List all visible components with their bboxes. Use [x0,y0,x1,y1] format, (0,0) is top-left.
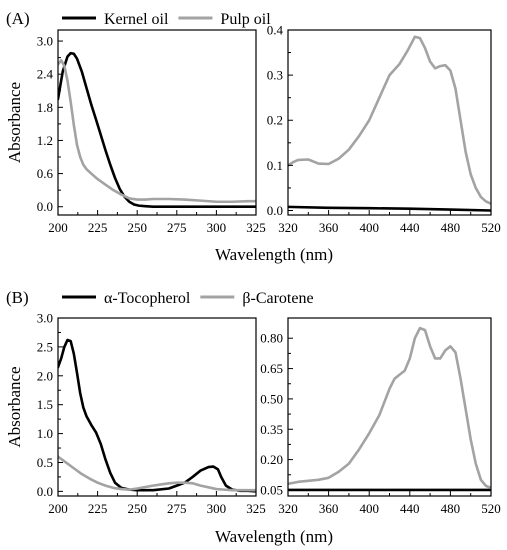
x-tick-label: 300 [207,501,227,516]
y-tick-label: 0.80 [260,331,283,346]
x-tick-label: 320 [278,220,298,235]
chart-panel-3: 200 225 250 275 300 325 0.0 0.5 1.0 1.5 2.0 2.5 3.0 A… [5,288,314,516]
y-tick-label: 2.5 [37,339,53,354]
plot-frame [57,29,257,216]
x-tick-label: 200 [48,501,68,516]
y-tick-label: 0.50 [260,391,283,406]
series-line-2 [58,455,256,492]
y-tick-label: 0.5 [37,455,53,470]
x-tick-label: 250 [127,220,147,235]
x-tick-label: 440 [400,220,420,235]
x-tick-label: 520 [481,501,501,516]
series-line-1 [58,51,256,209]
y-tick-label: 0.4 [267,23,284,38]
y-tick-label: 0.05 [260,482,283,497]
y-tick-label: 0.0 [37,484,53,499]
series-line-2 [288,326,491,490]
legend-label-1: Kernel oil [104,11,169,28]
legend-label-2: β-Carotene [242,290,313,307]
plot-frame [287,317,492,497]
y-tick-label: 0.1 [267,158,283,173]
x-tick-label: 200 [48,220,68,235]
x-tick-label: 325 [246,501,266,516]
y-tick-label: 1.0 [37,426,53,441]
y-tick-label: 1.2 [37,133,53,148]
series-line-1 [58,338,256,493]
y-tick-label: 0.65 [260,361,283,376]
series-line-1 [288,205,491,212]
series-line-2 [288,35,491,206]
x-tick-label: 225 [88,501,108,516]
y-tick-label: 0.0 [267,203,283,218]
x-tick-label: 325 [246,220,266,235]
y-tick-label: 0.0 [37,199,53,214]
x-tick-label: 400 [359,220,379,235]
x-tick-label: 360 [319,501,339,516]
legend-label-2: Pulp oil [220,11,271,28]
series-line-2 [58,59,256,204]
legend: α-Tocopherol β-Carotene [62,290,314,307]
chart-panel-1: 200 225 250 275 300 325 0.0 0.6 1.2 1.8 2.4 3.0 Abso… [5,9,271,235]
x-tick-label: 225 [88,220,108,235]
x-tick-label: 360 [319,220,339,235]
y-tick-label: 0.3 [267,68,283,83]
x-tick-label: 440 [400,501,420,516]
y-tick-label: 0.35 [260,422,283,437]
y-axis-title: Absorbance [5,82,24,163]
x-tick-label: 480 [441,501,461,516]
panel-label: (B) [6,288,29,307]
x-tick-label: 275 [167,501,187,516]
legend: Kernel oil Pulp oil [62,11,271,28]
chart-panel-4: 320 360 400 440 480 520 0.05 0.20 0.35 0.50 0.65 0.… [215,317,501,546]
y-axis-title: Absorbance [5,366,24,447]
x-tick-label: 275 [167,220,187,235]
x-tick-label: 520 [481,220,501,235]
y-tick-label: 3.0 [37,34,53,49]
y-tick-label: 0.2 [267,113,283,128]
y-tick-label: 0.6 [37,166,54,181]
x-tick-label: 320 [278,501,298,516]
y-tick-label: 1.5 [37,397,53,412]
chart-panel-2: 320 360 400 440 480 520 0.0 0.1 0.2 0.3 0.4 Wavelen… [215,23,501,265]
x-tick-label: 480 [441,220,461,235]
y-tick-label: 0.20 [260,452,283,467]
y-tick-label: 1.8 [37,100,53,115]
y-tick-label: 2.4 [37,67,54,82]
legend-label-1: α-Tocopherol [104,290,191,307]
x-tick-label: 400 [359,501,379,516]
x-tick-label: 250 [127,501,147,516]
plot-frame [57,317,257,497]
y-tick-label: 3.0 [37,311,53,326]
x-tick-label: 300 [207,220,227,235]
panel-label: (A) [6,9,30,28]
x-axis-title: Wavelength (nm) [215,245,333,264]
y-tick-label: 2.0 [37,368,53,383]
x-axis-title: Wavelength (nm) [215,527,333,546]
